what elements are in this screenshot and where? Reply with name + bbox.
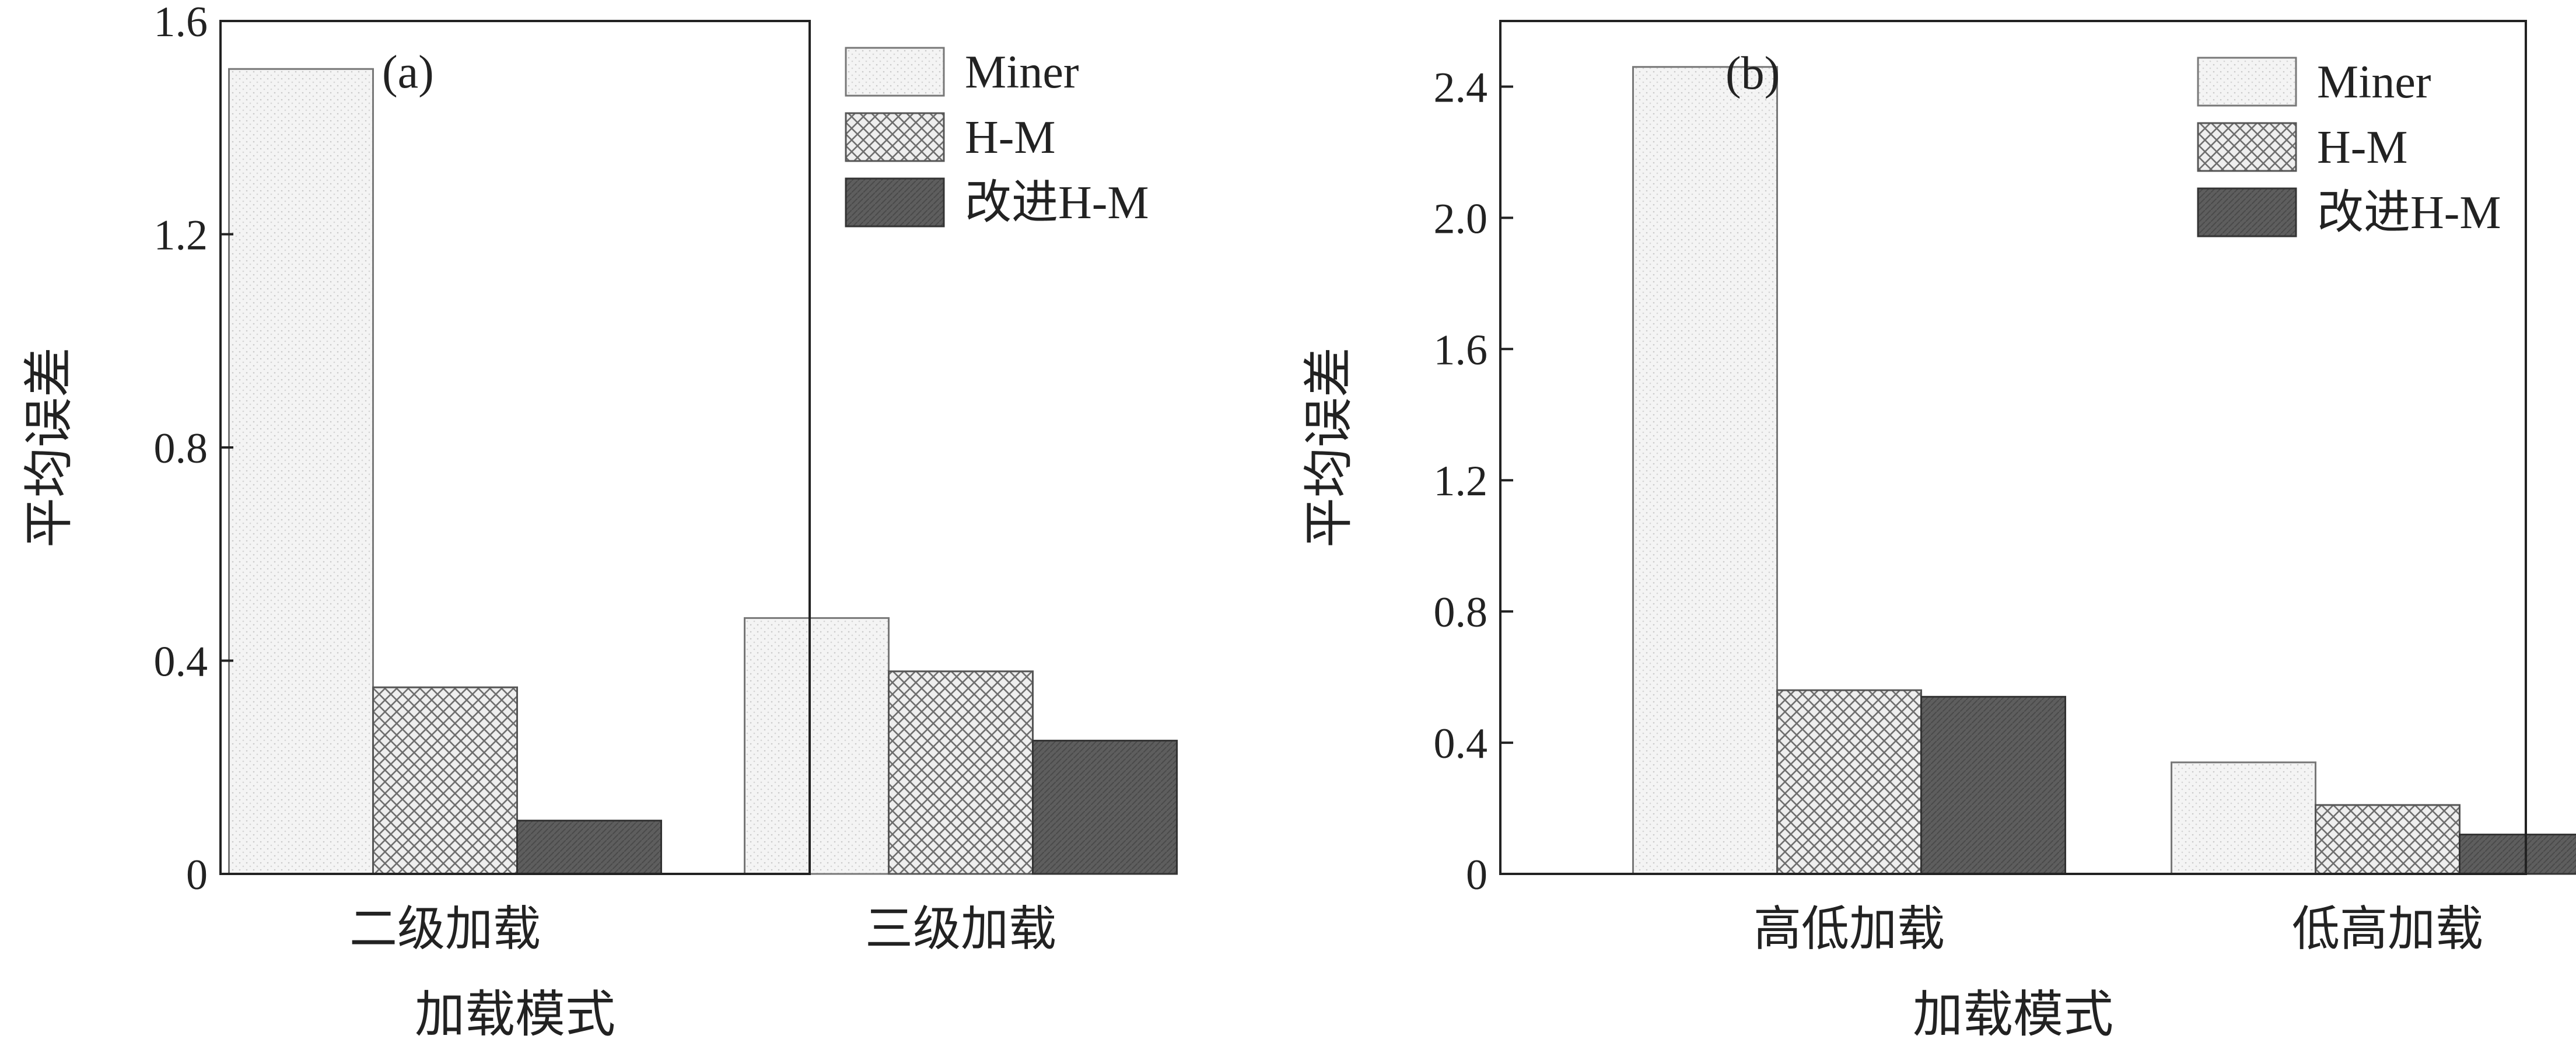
x-axis-title: 加载模式 [415, 986, 615, 1042]
x-tick-label: 三级加载 [865, 902, 1056, 956]
bar-H-M-1 [1777, 690, 1922, 874]
panel-label: (b) [1726, 48, 1780, 99]
y-tick-label: 0 [186, 851, 208, 899]
x-axis-title: 加载模式 [1913, 986, 2113, 1042]
legend-label: Miner [965, 47, 1079, 98]
panel-label: (a) [382, 47, 434, 98]
legend-swatch-改进H-M [2198, 188, 2296, 236]
x-tick-label: 低高加载 [2292, 902, 2483, 956]
bar-改进H-M-1 [1922, 697, 2066, 874]
y-tick-label: 0.4 [1434, 720, 1488, 768]
bar-改进H-M-1 [517, 821, 662, 874]
y-tick-label: 2.4 [1434, 64, 1488, 111]
legend: Miner H-M 改进H-M [846, 47, 1149, 229]
x-tick-label: 二级加载 [349, 902, 541, 956]
bar-改进H-M-2 [2460, 835, 2576, 874]
legend-swatch-Miner [846, 48, 944, 96]
legend-label: 改进H-M [2317, 187, 2501, 239]
y-axis-title: 平均误差 [21, 347, 77, 548]
y-tick-label: 0.4 [154, 638, 208, 686]
bar-Miner-1 [1633, 67, 1777, 874]
panel-a: 二级加载 三级加载 0 0.4 0.8 1.2 1.6 加载模式 平均误差 (a) Miner H-M… [21, 0, 1177, 1042]
bar-Miner-1 [229, 69, 373, 874]
legend-label: H-M [2317, 122, 2408, 173]
panel-b: 高低加载 低高加载 0 0.4 0.8 1.2 1.6 2.0 2.4 加载模式 平均误差 (b) Mi… [1301, 21, 2576, 1042]
bar-改进H-M-2 [1033, 741, 1177, 874]
bar-Miner-2 [745, 618, 889, 874]
legend-swatch-改进H-M [846, 179, 944, 226]
legend: Miner H-M 改进H-M [2198, 57, 2501, 239]
y-tick-label: 1.6 [1434, 326, 1488, 374]
y-tick-label: 0 [1466, 851, 1488, 899]
legend-swatch-Miner [2198, 58, 2296, 106]
y-tick-label: 2.0 [1434, 195, 1488, 243]
y-tick-label: 0.8 [154, 425, 208, 473]
legend-label: H-M [965, 112, 1056, 163]
x-tick-label: 高低加载 [1754, 902, 1945, 956]
legend-label: 改进H-M [965, 177, 1149, 229]
y-tick-label: 0.8 [1434, 589, 1488, 636]
legend-label: Miner [2317, 57, 2431, 108]
y-tick-label: 1.2 [154, 212, 208, 260]
bar-Miner-2 [2172, 762, 2316, 874]
y-tick-label: 1.2 [1434, 457, 1488, 505]
bar-H-M-2 [889, 671, 1033, 874]
y-tick-label: 1.6 [154, 0, 208, 46]
bar-H-M-2 [2316, 805, 2460, 874]
bar-H-M-1 [373, 687, 517, 874]
y-axis-title: 平均误差 [1301, 347, 1357, 548]
legend-swatch-H-M [2198, 123, 2296, 171]
legend-swatch-H-M [846, 113, 944, 161]
